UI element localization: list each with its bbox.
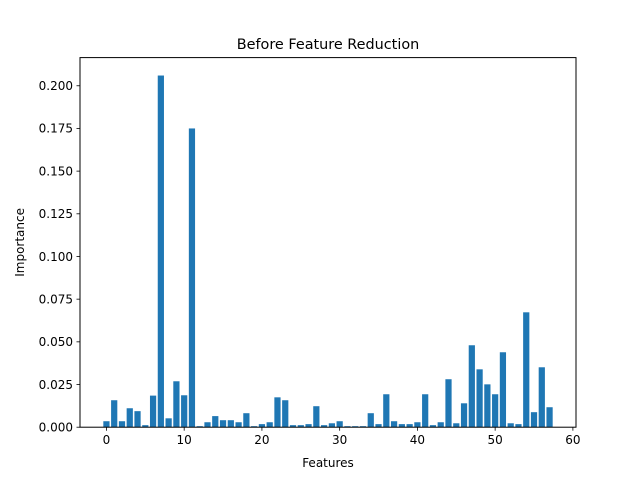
bar-feature-44: [445, 379, 452, 428]
bar-feature-50: [492, 394, 499, 428]
bar-feature-0: [103, 421, 110, 428]
x-axis-label: Features: [302, 456, 354, 470]
bar-feature-46: [460, 403, 468, 428]
bar-feature-17: [235, 422, 242, 428]
bar-feature-11: [188, 128, 196, 428]
bar-feature-1: [111, 400, 118, 428]
x-tick-label: 40: [410, 433, 425, 447]
bar-feature-18: [243, 413, 250, 428]
y-tick-label: 0.000: [39, 421, 73, 435]
bar-feature-41: [422, 394, 429, 428]
x-axis-ticks: 0 10 20 30 40 50 60: [103, 427, 581, 447]
x-tick-label: 0: [103, 433, 111, 447]
x-tick-label: 20: [254, 433, 269, 447]
y-tick-label: 0.125: [39, 207, 73, 221]
bar-feature-25: [297, 425, 304, 428]
y-tick-label: 0.025: [39, 378, 73, 392]
bar-feature-3: [126, 408, 133, 428]
x-tick-label: 30: [332, 433, 347, 447]
bar-feature-8: [165, 418, 172, 428]
bar-feature-27: [313, 406, 320, 428]
bar-feature-2: [118, 421, 126, 428]
bar-feature-6: [149, 395, 157, 428]
bar-feature-54: [523, 312, 530, 428]
bar-feature-31: [344, 426, 351, 428]
bar-feature-36: [383, 394, 390, 428]
bar-feature-51: [499, 352, 507, 428]
bar-feature-5: [142, 425, 149, 428]
y-tick-label: 0.200: [39, 79, 73, 93]
y-tick-label: 0.050: [39, 335, 73, 349]
y-tick-label: 0.100: [39, 250, 73, 264]
y-tick-label: 0.075: [39, 292, 73, 306]
bar-feature-30: [336, 421, 343, 428]
bar-feature-42: [429, 425, 437, 428]
bar-feature-21: [266, 422, 273, 428]
bar-feature-13: [204, 422, 211, 428]
bar-feature-38: [398, 424, 405, 428]
bar-feature-57: [546, 407, 553, 428]
chart-title: Before Feature Reduction: [237, 37, 420, 53]
bars-group: [103, 75, 553, 428]
bar-feature-20: [258, 424, 266, 428]
bar-feature-14: [212, 416, 219, 428]
bar-feature-29: [328, 423, 335, 428]
plot-frame: [79, 57, 577, 428]
y-tick-label: 0.150: [39, 164, 73, 178]
y-axis-ticks: 0.000 0.025 0.050 0.075 0.100 0.125 0.150 0.175…: [39, 79, 80, 435]
bar-feature-33: [359, 426, 367, 428]
bar-feature-52: [507, 423, 514, 428]
bar-feature-9: [173, 381, 180, 428]
bar-feature-28: [321, 425, 328, 428]
bar-feature-40: [414, 422, 421, 428]
bar-feature-26: [305, 424, 312, 428]
bar-feature-39: [406, 424, 413, 428]
bar-feature-16: [227, 420, 234, 428]
bar-feature-56: [538, 367, 545, 428]
x-tick-label: 60: [565, 433, 580, 447]
bar-feature-19: [251, 426, 258, 428]
bar-feature-10: [181, 395, 188, 428]
bar-feature-45: [453, 423, 460, 428]
bar-feature-34: [367, 413, 374, 428]
bar-feature-15: [219, 420, 227, 428]
bar-feature-7: [157, 75, 164, 428]
bar-feature-32: [352, 426, 359, 428]
bar-feature-12: [196, 426, 203, 428]
bar-feature-22: [274, 397, 281, 428]
bar-feature-24: [289, 425, 297, 428]
bar-feature-55: [530, 412, 538, 428]
y-tick-label: 0.175: [39, 122, 73, 136]
x-tick-label: 10: [177, 433, 192, 447]
bar-feature-35: [375, 424, 382, 428]
bar-feature-23: [282, 400, 289, 428]
bar-feature-53: [515, 424, 522, 428]
bar-feature-49: [484, 384, 491, 428]
bar-feature-37: [390, 421, 398, 428]
bar-feature-48: [476, 369, 483, 428]
x-tick-label: 50: [488, 433, 503, 447]
bar-feature-43: [437, 422, 444, 428]
y-axis-label: Importance: [13, 208, 27, 277]
bar-feature-4: [134, 411, 141, 428]
bar-feature-47: [468, 345, 475, 428]
